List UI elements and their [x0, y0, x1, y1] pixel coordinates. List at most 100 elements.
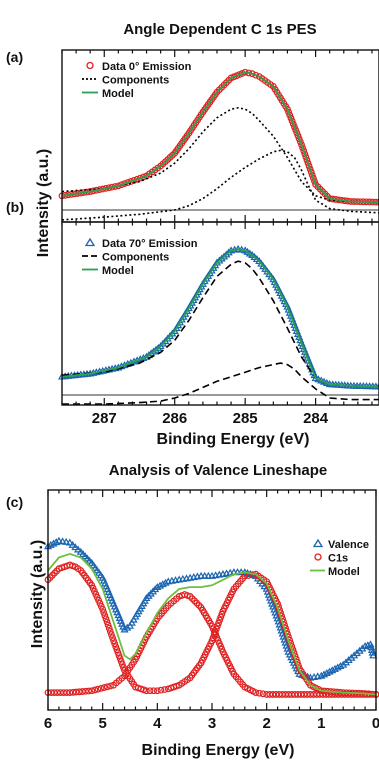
data-point: [82, 687, 89, 695]
data-point: [116, 655, 124, 662]
data-point: [72, 688, 80, 696]
data-point: [71, 543, 80, 551]
data-point: [75, 688, 83, 696]
data-point: [218, 610, 226, 618]
data-point: [156, 581, 165, 589]
legend-marker: [86, 61, 94, 70]
data-point: [252, 71, 260, 79]
data-point: [110, 637, 117, 645]
data-point: [306, 165, 314, 173]
x-tick-label: 1: [317, 715, 325, 732]
data-point: [313, 691, 321, 698]
data-point: [127, 178, 135, 185]
legend-label: Components: [102, 252, 169, 264]
x-tick-label: 284: [303, 410, 329, 427]
panel-label-a: (a): [6, 49, 23, 65]
data-point: [57, 689, 64, 696]
data-point: [269, 691, 277, 698]
data-point: [347, 691, 355, 698]
series-valence-markers: [43, 536, 378, 681]
data-point: [272, 691, 280, 698]
data-point: [100, 684, 108, 691]
data-point: [94, 685, 102, 693]
data-point: [325, 667, 334, 675]
data-point: [311, 177, 318, 185]
axes-frames: 287 286 285 284 6 5 4 3 2 1 0: [44, 49, 379, 732]
data-point: [46, 540, 55, 548]
data-point: [259, 690, 267, 698]
data-point: [105, 624, 113, 632]
data-point: [109, 634, 116, 642]
data-point: [215, 619, 222, 627]
xlabel-bottom: Binding Energy (eV): [142, 742, 295, 759]
title-bottom: Analysis of Valence Lineshape: [109, 462, 327, 479]
series-model-line: [61, 71, 379, 204]
data-point: [66, 689, 74, 696]
x-tick-label: 6: [44, 715, 52, 732]
data-point: [91, 686, 99, 694]
ylabel-bottom: Intensity (a.u.): [29, 540, 46, 648]
data-point: [356, 691, 364, 698]
legend-label: Components: [102, 75, 169, 87]
x-tick-label: 0: [372, 715, 379, 732]
data-point: [341, 691, 349, 698]
legend-label: Valence: [328, 539, 369, 551]
x-tick-label: 287: [92, 410, 117, 427]
data-point: [49, 539, 58, 547]
data-point: [305, 162, 313, 170]
data-point: [307, 168, 315, 176]
data-point: [69, 688, 77, 696]
data-point: [307, 691, 314, 698]
data-point: [302, 153, 310, 161]
data-point: [103, 618, 111, 626]
series-model-line: [47, 552, 377, 696]
data-point: [104, 621, 112, 629]
x-tick-label: 4: [153, 715, 162, 732]
x-tick-label: 3: [208, 715, 216, 732]
data-point: [60, 689, 68, 696]
data-point: [255, 689, 263, 697]
data-point: [263, 691, 271, 698]
data-point: [301, 150, 309, 158]
data-point: [366, 640, 375, 648]
data-point: [107, 682, 114, 690]
data-point: [123, 623, 132, 631]
xlabel-top: Binding Energy (eV): [157, 431, 310, 448]
data-point: [285, 691, 292, 698]
data-point: [252, 689, 260, 696]
data-point: [336, 662, 345, 670]
data-point: [367, 645, 376, 653]
data-point: [330, 664, 340, 672]
series-components-line: [61, 106, 379, 203]
data-point: [275, 691, 283, 698]
series-model-line: [61, 248, 379, 388]
legend-marker: [314, 553, 322, 561]
series-extra-2-line: [62, 362, 379, 405]
data-point: [344, 691, 352, 698]
data-point: [97, 684, 105, 692]
x-tick-label: 2: [262, 715, 270, 732]
data-point: [316, 691, 324, 698]
legend-label: Data 0° Emission: [102, 61, 192, 73]
data-point: [114, 649, 122, 657]
data-point: [308, 171, 316, 179]
legend-label: C1s: [328, 553, 348, 565]
panel-label-b: (b): [6, 199, 24, 215]
data-point: [216, 616, 224, 624]
data-point: [50, 689, 58, 696]
data-point: [294, 691, 302, 698]
data-point: [303, 691, 311, 698]
series-extra-2-markers: [44, 591, 379, 698]
data-point: [157, 686, 165, 694]
data-point: [367, 643, 376, 651]
data-point: [266, 691, 274, 698]
data-point: [300, 691, 308, 698]
data-point: [62, 537, 71, 545]
data-point: [121, 180, 129, 188]
data-point: [99, 605, 107, 613]
legend-marker: [312, 538, 324, 548]
data-point: [161, 578, 170, 586]
data-point: [320, 670, 329, 678]
